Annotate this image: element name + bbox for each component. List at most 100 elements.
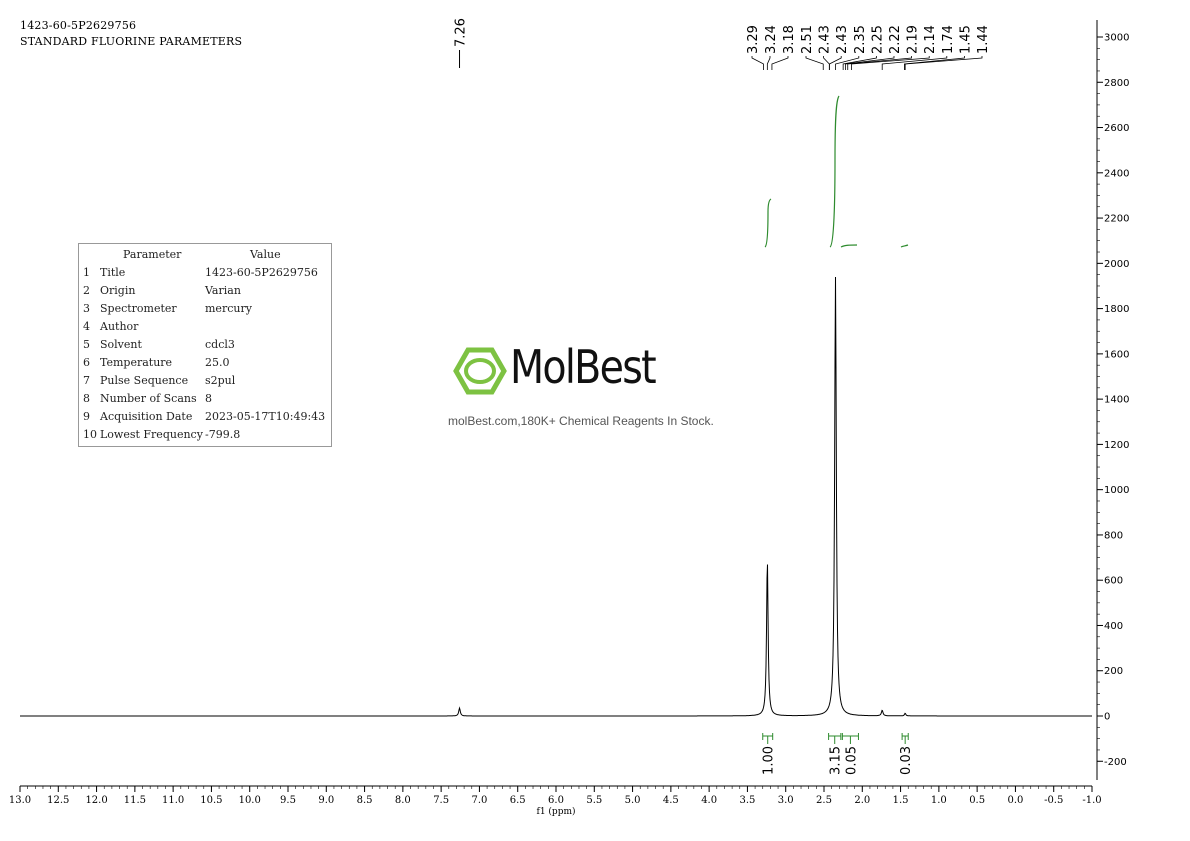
x-tick-label: 8.0 <box>395 795 411 806</box>
parameter-number: 3 <box>83 302 90 315</box>
parameter-value: 25.0 <box>205 356 230 369</box>
x-tick-label: 12.0 <box>85 795 107 806</box>
parameter-row: 3 Spectrometer mercury <box>79 300 331 318</box>
parameter-value: 2023-05-17T10:49:43 <box>205 410 326 423</box>
parameter-row: 8 Number of Scans 8 <box>79 390 331 408</box>
parameter-name: Temperature <box>100 356 173 369</box>
peak-label: 7.26 <box>454 18 469 47</box>
integral-curve <box>840 244 858 248</box>
y-tick-label: 200 <box>1104 666 1123 677</box>
y-tick-label: 2800 <box>1104 78 1129 89</box>
x-tick-label: -0.5 <box>1044 795 1063 806</box>
peak-label: 2.51 <box>800 25 815 54</box>
y-tick-label: 1400 <box>1104 395 1129 406</box>
x-tick-label: -1.0 <box>1082 795 1101 806</box>
parameter-value: s2pul <box>205 374 236 387</box>
y-tick-label: 2400 <box>1104 168 1129 179</box>
x-tick-label: 1.5 <box>893 795 909 806</box>
parameter-table-header: Parameter Value <box>79 246 331 264</box>
y-tick-label: 1800 <box>1104 304 1129 315</box>
col-header-parameter: Parameter <box>123 248 182 261</box>
x-tick-label: 1.0 <box>931 795 947 806</box>
x-tick-label: 7.0 <box>471 795 487 806</box>
y-tick-label: 400 <box>1104 621 1123 632</box>
parameter-row: 1 Title 1423-60-5P2629756 <box>79 264 331 282</box>
x-axis-label: f1 (ppm) <box>537 806 576 817</box>
x-tick-label: 8.5 <box>357 795 373 806</box>
y-tick-label: 2000 <box>1104 259 1129 270</box>
peak-label-leader <box>881 56 948 70</box>
x-tick-label: 3.0 <box>778 795 794 806</box>
molbest-tagline: molBest.com,180K+ Chemical Reagents In S… <box>448 414 714 428</box>
x-tick-label: 6.5 <box>510 795 526 806</box>
y-tick-label: 1600 <box>1104 349 1129 360</box>
parameter-number: 9 <box>83 410 90 423</box>
y-tick-label: 3000 <box>1104 33 1129 44</box>
parameter-number: 6 <box>83 356 90 369</box>
y-tick-label: 800 <box>1104 530 1123 541</box>
parameter-name: Acquisition Date <box>100 410 193 423</box>
integral-value: 0.03 <box>899 746 914 775</box>
x-tick-label: 2.0 <box>854 795 870 806</box>
parameter-row: 4 Author <box>79 318 331 336</box>
parameter-value: 8 <box>205 392 212 405</box>
peak-label: 2.25 <box>870 25 885 54</box>
x-tick-label: 13.0 <box>9 795 31 806</box>
parameter-row: 5 Solvent cdcl3 <box>79 336 331 354</box>
parameter-number: 4 <box>83 320 90 333</box>
parameter-value: Varian <box>205 284 241 297</box>
y-tick-label: -200 <box>1104 757 1127 768</box>
parameter-value: 1423-60-5P2629756 <box>205 266 318 279</box>
integral-curve <box>900 244 909 248</box>
x-tick-label: 6.0 <box>548 795 564 806</box>
x-tick-label: 9.0 <box>318 795 334 806</box>
peak-label-leader <box>904 56 983 70</box>
parameter-row: 7 Pulse Sequence s2pul <box>79 372 331 390</box>
integral-value: 1.00 <box>762 746 777 775</box>
x-tick-label: 4.0 <box>701 795 717 806</box>
peak-label: 1.45 <box>958 25 973 54</box>
x-tick-label: 0.5 <box>969 795 985 806</box>
molbest-brand-text: MolBest <box>510 340 657 394</box>
peak-label: 3.18 <box>782 25 797 54</box>
parameter-number: 5 <box>83 338 90 351</box>
parameter-number: 1 <box>83 266 90 279</box>
integral-value: 3.15 <box>829 746 844 775</box>
peak-label: 3.29 <box>746 25 761 54</box>
parameter-number: 8 <box>83 392 90 405</box>
peak-label: 2.22 <box>888 25 903 54</box>
parameter-value: mercury <box>205 302 252 315</box>
y-tick-label: 1200 <box>1104 440 1129 451</box>
y-tick-label: 600 <box>1104 576 1123 587</box>
x-tick-label: 10.5 <box>200 795 222 806</box>
peak-label-leader <box>845 56 895 70</box>
x-tick-label: 3.5 <box>739 795 755 806</box>
y-tick-label: 2600 <box>1104 123 1129 134</box>
parameter-name: Author <box>100 320 139 333</box>
parameter-name: Solvent <box>100 338 142 351</box>
parameter-name: Lowest Frequency <box>100 428 203 441</box>
x-tick-label: 10.0 <box>239 795 261 806</box>
parameter-number: 10 <box>83 428 97 441</box>
x-tick-label: 11.5 <box>124 795 146 806</box>
peak-label-leader <box>851 56 930 70</box>
x-tick-label: 11.0 <box>162 795 184 806</box>
x-tick-label: 9.5 <box>280 795 296 806</box>
peak-label-leader <box>771 56 789 70</box>
peak-label-leader <box>842 56 877 70</box>
peak-label: 3.24 <box>764 25 779 54</box>
peak-label-leader <box>751 56 764 70</box>
x-tick-label: 0.0 <box>1007 795 1023 806</box>
peak-label-leader <box>904 56 965 70</box>
parameter-number: 2 <box>83 284 90 297</box>
x-tick-label: 2.5 <box>816 795 832 806</box>
x-tick-label: 5.5 <box>586 795 602 806</box>
parameter-name: Number of Scans <box>100 392 197 405</box>
x-tick-label: 7.5 <box>433 795 449 806</box>
parameter-name: Title <box>100 266 126 279</box>
peak-label-leader <box>847 56 912 70</box>
peak-label-leader <box>823 56 830 70</box>
peak-label: 2.43 <box>818 25 833 54</box>
parameter-row: 10 Lowest Frequency -799.8 <box>79 426 331 444</box>
x-tick-label: 5.0 <box>625 795 641 806</box>
